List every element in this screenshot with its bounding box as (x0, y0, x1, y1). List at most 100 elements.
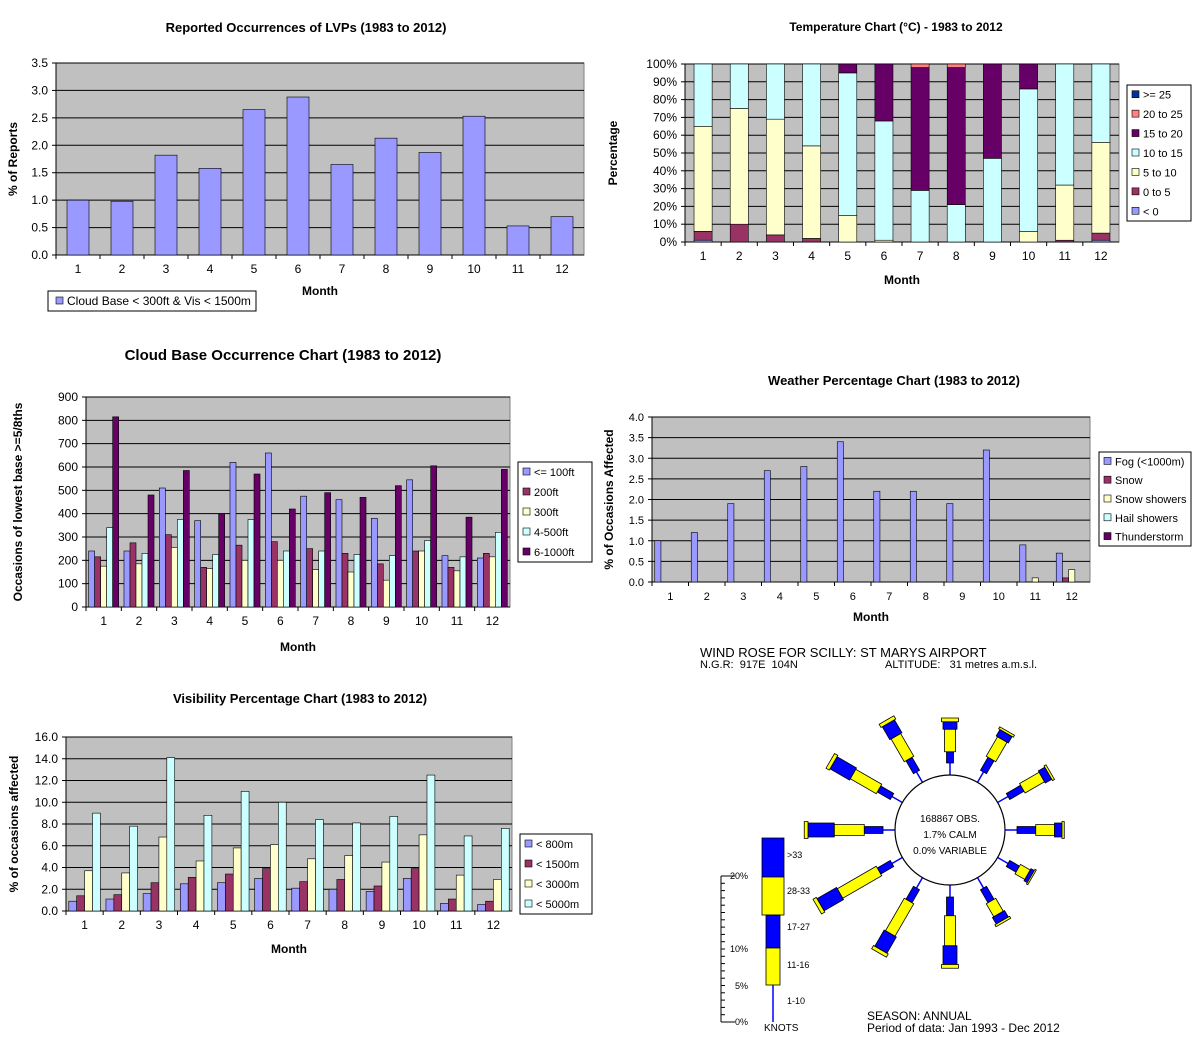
legend-swatch (1103, 494, 1112, 503)
windrose-ngr: N.G.R: 917E 104N (700, 659, 798, 671)
bar (247, 519, 255, 608)
x-tick-label: 10 (467, 262, 481, 276)
bar-segment (910, 67, 930, 191)
y-tick-label: 100% (646, 57, 677, 71)
windrose-title: WIND ROSE FOR SCILLY: ST MARYS AIRPORT (700, 645, 987, 660)
windrose-spoke-segment (863, 826, 884, 834)
bar (395, 485, 402, 608)
x-tick-label: 8 (341, 918, 348, 932)
bar (371, 518, 378, 608)
bar-segment (693, 231, 713, 241)
windrose-spoke-segment (878, 715, 897, 729)
legend-box (517, 461, 593, 563)
bar (68, 900, 77, 912)
legend-label: < 5000m (536, 899, 579, 911)
bar (165, 534, 172, 608)
windrose-knots-label: KNOTS (764, 1023, 799, 1034)
bar-segment (1055, 184, 1075, 241)
legend-swatch (524, 839, 533, 848)
windrose-spoke-segment (942, 945, 958, 965)
x-tick-label: 6 (267, 918, 274, 932)
y-tick-label: 50% (653, 146, 677, 160)
bar (289, 508, 296, 608)
bar (110, 200, 134, 256)
bar (129, 825, 138, 912)
bar (359, 497, 367, 608)
x-tick-label: 3 (156, 918, 163, 932)
y-tick-label: 60% (653, 128, 677, 142)
legend-label: Hail showers (1115, 513, 1178, 525)
windrose-spoke-segment (1025, 868, 1037, 886)
bar-segment (946, 67, 966, 205)
x-tick-label: 2 (736, 249, 743, 263)
visibility-chart-panel: Visibility Percentage Chart (1983 to 201… (0, 680, 600, 980)
bar (94, 556, 101, 608)
windrose-spoke-segment (825, 752, 839, 771)
y-axis-label: % of occasions affected (7, 756, 21, 893)
bar (307, 858, 316, 912)
windrose-panel: WIND ROSE FOR SCILLY: ST MARYS AIRPORT N… (600, 640, 1200, 1050)
chart-title: Temperature Chart (°C) - 1983 to 2012 (789, 20, 1003, 34)
y-tick-label: 3.0 (31, 83, 48, 97)
x-tick-label: 8 (348, 614, 355, 628)
x-axis-label: Month (271, 942, 307, 956)
x-tick-label: 2 (119, 262, 126, 276)
bar-segment (766, 234, 785, 243)
y-tick-label: 600 (58, 460, 78, 474)
bar (412, 550, 419, 608)
chart-title: Weather Percentage Chart (1983 to 2012) (768, 373, 1020, 388)
windrose-spoke-segment (946, 896, 954, 917)
x-tick-label: 8 (953, 249, 960, 263)
legend-label: 20 to 25 (1143, 109, 1183, 121)
bar (235, 544, 243, 608)
windrose-key-segment (765, 947, 781, 986)
bar (100, 565, 107, 608)
cloudbase-chart-panel: Cloud Base Occurrence Chart (1983 to 201… (0, 340, 600, 670)
bar (383, 579, 390, 608)
x-axis-label: Month (280, 640, 316, 654)
windrose-altitude: ALTITUDE: 31 metres a.m.s.l. (885, 659, 1037, 671)
bar (389, 555, 396, 608)
bar-segment (802, 238, 821, 243)
bar-segment (983, 63, 1002, 159)
bar (312, 569, 319, 608)
bar-segment (874, 120, 894, 241)
bar (318, 550, 325, 608)
bar (341, 553, 349, 608)
bar (206, 568, 213, 608)
bar (690, 532, 698, 583)
bar (1055, 552, 1063, 583)
y-tick-label: 90% (653, 75, 677, 89)
bar (462, 115, 486, 256)
bar (286, 96, 310, 256)
x-tick-label: 10 (415, 614, 429, 628)
legend-label: <= 100ft (534, 467, 574, 479)
legend-swatch (522, 487, 531, 496)
bar-segment (1019, 231, 1038, 243)
bar (418, 550, 425, 608)
bar (84, 870, 93, 912)
legend-swatch (524, 859, 533, 868)
bar (195, 860, 205, 912)
visibility-chart: Visibility Percentage Chart (1983 to 201… (7, 691, 593, 956)
legend-label: < 800m (536, 839, 573, 851)
bar (495, 532, 502, 608)
x-axis-label: Month (853, 610, 889, 624)
bar (171, 547, 178, 608)
x-tick-label: 10 (412, 918, 426, 932)
legend-label: < 0 (1143, 206, 1159, 218)
bar (347, 571, 355, 608)
bar (946, 503, 954, 583)
legend-swatch (522, 547, 531, 556)
bar (330, 164, 354, 256)
windrose-spoke-line (915, 771, 924, 783)
windrose-scale-label: 20% (730, 871, 748, 881)
x-tick-label: 5 (251, 262, 258, 276)
bar (406, 479, 413, 608)
windrose-spoke-segment (994, 915, 1012, 928)
legend-label: 4-500ft (534, 527, 568, 539)
legend-label: 6-1000ft (534, 547, 574, 559)
bar-segment (838, 72, 858, 216)
bar (232, 847, 242, 912)
bar (254, 878, 263, 912)
